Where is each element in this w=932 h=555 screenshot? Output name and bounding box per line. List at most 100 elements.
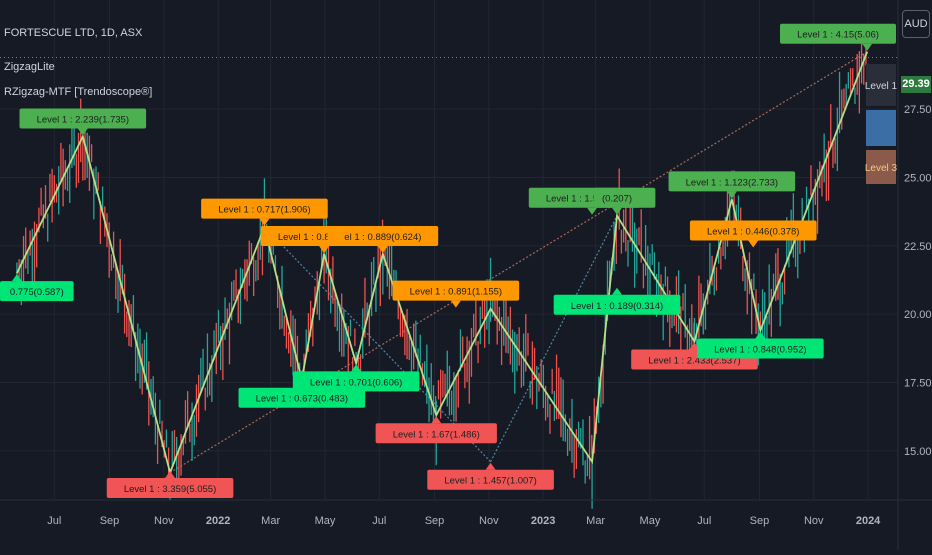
x-tick-label: Jul	[697, 515, 711, 527]
pivot-label-pointer	[377, 246, 388, 253]
pivot-label-pointer	[726, 191, 737, 199]
pivot-label-text: Level 1 : 2.433(2.537)	[648, 355, 740, 366]
pivot-label-pointer	[351, 364, 362, 372]
pivot-label-box	[697, 338, 824, 359]
pivot-label-text: Level 1 : 1.457(1.007)	[444, 476, 536, 487]
pivot-label-text: Level 1 : 0.189(0.314)	[571, 301, 663, 312]
pivot-label: Level 1 : 0.891(1.155)	[392, 280, 520, 308]
pivot-label-text: (0.207)	[602, 194, 632, 205]
zigzag-line	[16, 51, 869, 476]
y-tick-label: 17.50	[904, 377, 932, 389]
zigzag-polyline	[16, 51, 869, 476]
pivot-label-pointer	[450, 300, 461, 308]
pivot-label-box	[292, 371, 420, 392]
y-tick-label: 22.50	[904, 241, 932, 253]
x-tick-label: May	[640, 515, 661, 527]
side-box-label: Level 1	[865, 81, 898, 92]
x-tick-label: Nov	[154, 515, 174, 527]
pivot-label-box	[689, 220, 817, 241]
pivot-label-text: Level 1 : 0.701(0.606)	[310, 377, 402, 388]
pivot-label-pointer	[587, 207, 598, 215]
side-box	[866, 110, 896, 146]
pivot-label-box	[668, 171, 796, 192]
pivot-label: Level 1 : 1.123(2.733)	[668, 171, 796, 199]
x-tick-label: Jul	[372, 515, 386, 527]
pivot-label-box	[593, 187, 641, 208]
pivot-label: Level 1 : 0.446(0.378)	[689, 220, 817, 248]
pivot-label-box	[427, 469, 554, 490]
pivot-label-pointer	[431, 416, 442, 424]
trendlines	[169, 51, 868, 474]
pivot-label: Level 1 : 1.67(1.486)	[375, 416, 497, 444]
pivot-label-pointer	[319, 246, 330, 253]
pivot-labels: Level 1 : 2.239(1.735) 0.775(0.587) Level …	[0, 23, 896, 498]
pivot-label-box	[553, 294, 681, 315]
x-tick-label: Sep	[750, 515, 770, 527]
symbol-title[interactable]: FORTESCUE LTD, 1D, ASX	[4, 27, 143, 39]
x-tick-label: 2023	[531, 515, 555, 527]
pivot-label-text: Level 1 : 0.864(0.582)	[278, 232, 370, 243]
pivot-label-text: Level 1 : 4.15(5.06)	[797, 30, 879, 41]
pivot-label-box	[201, 198, 328, 219]
pivot-label-pointer	[165, 471, 176, 478]
currency-button[interactable]: AUD	[902, 10, 930, 38]
pivot-label-pointer	[612, 287, 623, 295]
pivot-label-box	[0, 281, 74, 302]
pivot-label: Level 1 : 1.457(1.007)	[427, 462, 554, 490]
pivot-label-pointer	[862, 43, 873, 51]
pivot-label: Level 1 : 0.717(1.906)	[201, 198, 328, 226]
indicator-rzigzag-mtf[interactable]: RZigzag-MTF [Trendoscope®]	[4, 86, 153, 98]
side-box	[866, 150, 896, 184]
pivot-label-text: Level 1 : 1.577(2.297)	[546, 194, 638, 205]
pivot-label: Level 1 : 0.701(0.606)	[292, 364, 420, 392]
pivot-label-pointer	[748, 240, 759, 248]
x-tick-label: Jul	[47, 515, 61, 527]
pivot-label-pointer	[755, 331, 766, 339]
pivot-label: Level 1 : 2.239(1.735)	[19, 108, 147, 136]
trendline-lower	[169, 51, 868, 474]
indicator-zigzaglite[interactable]: ZigzagLite	[4, 61, 55, 73]
pivot-label: el 1 : 0.889(0.624)	[327, 226, 439, 253]
pivot-label: Level 1 : 3.359(5.055)	[106, 471, 234, 498]
pivot-label-pointer	[689, 342, 700, 350]
grid	[0, 0, 898, 500]
x-tick-label: May	[315, 515, 336, 527]
last-price-label: 29.39	[901, 76, 931, 93]
pivot-label-pointer	[77, 128, 88, 136]
pivot-label-text: Level 1 : 0.848(0.952)	[714, 345, 806, 356]
y-tick-label: 15.00	[904, 446, 932, 458]
x-tick-label: Nov	[804, 515, 824, 527]
pivot-label-text: Level 1 : 2.239(1.735)	[37, 114, 129, 125]
x-tick-label: Sep	[425, 515, 445, 527]
pivot-label-text: Level 1 : 1.123(2.733)	[686, 177, 778, 188]
pivot-label-text: Level 1 : 0.673(0.483)	[256, 394, 348, 405]
y-tick-label: 25.00	[904, 172, 932, 184]
side-box	[866, 64, 896, 106]
pivot-label-text: Level 1 : 3.359(5.055)	[124, 484, 216, 495]
x-tick-label: 2022	[206, 515, 230, 527]
pivot-label-text: 0.775(0.587)	[10, 287, 64, 298]
side-box-label: Level 3	[865, 163, 898, 174]
x-tick-label: Mar	[586, 515, 605, 527]
pivot-label-box	[392, 280, 520, 301]
pivot-label-text: Level 1 : 0.891(1.155)	[410, 287, 502, 298]
pivot-label-pointer	[259, 218, 270, 226]
pivot-label-box	[327, 226, 439, 246]
pivot-label-text: Level 1 : 0.446(0.378)	[707, 227, 799, 238]
side-boxes: Level 1 Level 3	[865, 64, 898, 184]
pivot-label-box	[780, 23, 896, 44]
pivot-label-text: Level 1 : 1.67(1.486)	[393, 429, 480, 440]
x-tick-label: 2024	[856, 515, 881, 527]
pivot-label-box	[375, 423, 497, 444]
x-tick-label: Mar	[261, 515, 280, 527]
pivot-label-text: el 1 : 0.889(0.624)	[344, 232, 421, 243]
pivot-label-box	[238, 387, 366, 408]
pivot-label: (0.207)	[593, 187, 641, 215]
pivot-label: Level 1 : 4.15(5.06)	[780, 23, 896, 51]
pivot-label-box	[19, 108, 147, 129]
pivot-label-box	[106, 478, 234, 498]
y-tick-label: 20.00	[904, 309, 932, 321]
